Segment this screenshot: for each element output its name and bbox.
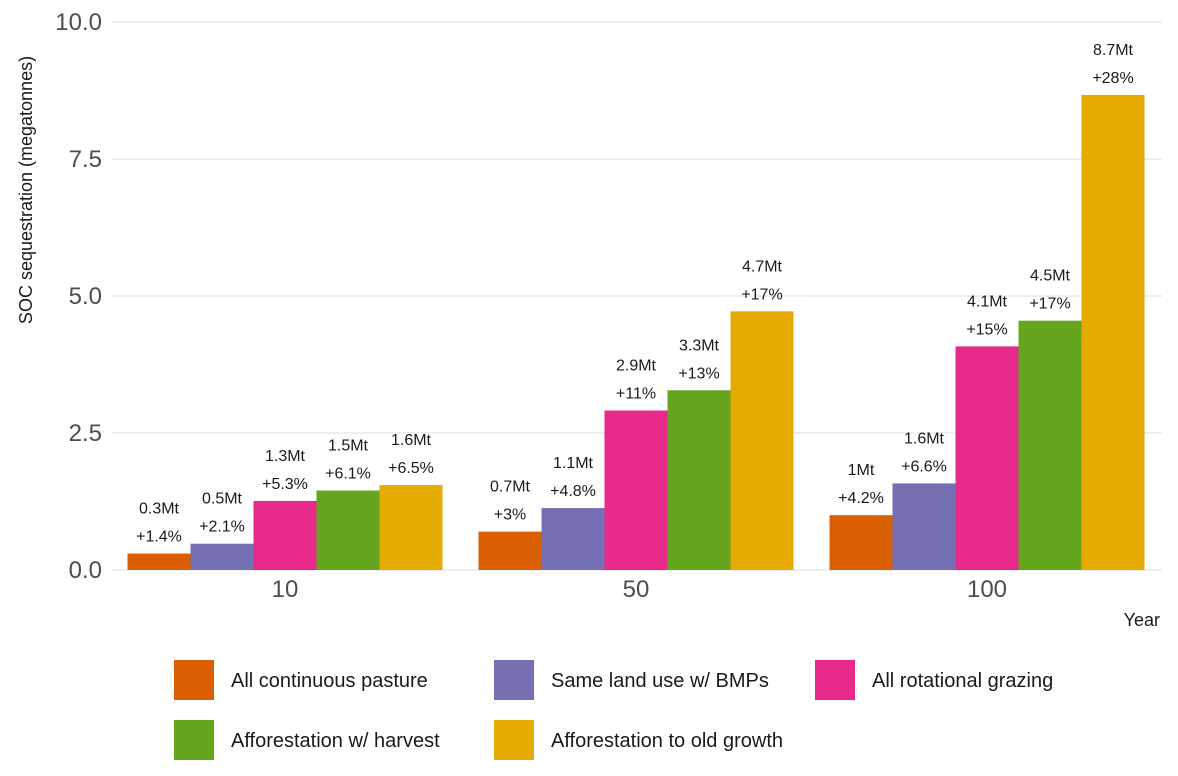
y-tick-label: 7.5: [69, 146, 102, 173]
data-label-percent: +28%: [1092, 70, 1133, 87]
legend-label: All continuous pasture: [231, 670, 428, 692]
legend: All continuous pasture Same land use w/ B…: [174, 660, 1053, 760]
data-label-percent: +6.6%: [901, 458, 947, 475]
data-label-percent: +11%: [616, 386, 656, 403]
legend-swatch: [174, 660, 214, 700]
x-tick-label: 100: [967, 576, 1007, 603]
data-label-percent: +5.3%: [262, 476, 308, 493]
data-label-amount: 1.1Mt: [553, 455, 594, 472]
bar: [190, 543, 254, 570]
data-label-percent: +6.1%: [325, 466, 371, 483]
x-axis-title: Year: [1124, 610, 1160, 630]
data-label-amount: 4.5Mt: [1030, 268, 1071, 285]
y-tick-label: 0.0: [69, 557, 102, 584]
data-label-amount: 0.3Mt: [139, 501, 180, 518]
bar: [604, 410, 668, 570]
y-axis-title: SOC sequestration (megatonnes): [16, 56, 36, 324]
bar: [1081, 94, 1145, 570]
bar: [1018, 320, 1082, 570]
data-label-percent: +17%: [741, 286, 782, 303]
data-label-amount: 4.1Mt: [967, 293, 1008, 310]
data-label-percent: +1.4%: [136, 529, 182, 546]
legend-label: Afforestation to old growth: [551, 730, 783, 752]
x-tick-label: 50: [623, 576, 650, 603]
legend-label: All rotational grazing: [872, 670, 1053, 692]
data-label-percent: +4.2%: [838, 490, 884, 507]
data-label-amount: 1.3Mt: [265, 448, 306, 465]
bar: [730, 311, 794, 570]
data-label-amount: 1.6Mt: [391, 432, 432, 449]
y-tick-label: 5.0: [69, 283, 102, 310]
bars: [127, 94, 1145, 570]
bar: [829, 515, 893, 570]
data-label-amount: 4.7Mt: [742, 258, 783, 275]
bar: [379, 485, 443, 570]
bar: [478, 531, 542, 570]
bar: [541, 508, 605, 570]
bar: [316, 490, 380, 570]
data-labels: 0.3Mt +1.4% 0.5Mt +2.1% 1.3Mt +5.3% 1.5Mt +6.1%…: [136, 42, 1134, 546]
legend-label: Afforestation w/ harvest: [231, 730, 440, 752]
data-label-percent: +15%: [966, 321, 1007, 338]
data-label-percent: +4.8%: [550, 483, 596, 500]
legend-swatch: [494, 660, 534, 700]
data-label-percent: +13%: [678, 365, 719, 382]
legend-swatch: [494, 720, 534, 760]
data-label-amount: 1.6Mt: [904, 430, 945, 447]
y-tick-label: 10.0: [55, 9, 102, 36]
y-tick-label: 2.5: [69, 420, 102, 447]
bar: [253, 500, 317, 570]
legend-swatch: [174, 720, 214, 760]
x-tick-label: 10: [272, 576, 299, 603]
data-label-amount: 0.5Mt: [202, 491, 243, 508]
data-label-percent: +17%: [1029, 296, 1070, 313]
bar: [667, 390, 731, 570]
y-axis-ticks: 0.0 2.5 5.0 7.5 10.0: [55, 9, 102, 584]
bar: [955, 346, 1019, 570]
data-label-percent: +3%: [494, 507, 526, 524]
data-label-percent: +6.5%: [388, 460, 434, 477]
legend-label: Same land use w/ BMPs: [551, 670, 769, 692]
bar: [892, 483, 956, 570]
legend-swatch: [815, 660, 855, 700]
data-label-amount: 2.9Mt: [616, 358, 657, 375]
data-label-amount: 3.3Mt: [679, 337, 720, 354]
data-label-amount: 1Mt: [848, 462, 875, 479]
data-label-amount: 1.5Mt: [328, 438, 369, 455]
data-label-amount: 0.7Mt: [490, 479, 531, 496]
data-label-amount: 8.7Mt: [1093, 42, 1134, 59]
bar: [127, 553, 191, 570]
x-axis-ticks: 10 50 100: [272, 576, 1007, 603]
data-label-percent: +2.1%: [199, 519, 245, 536]
